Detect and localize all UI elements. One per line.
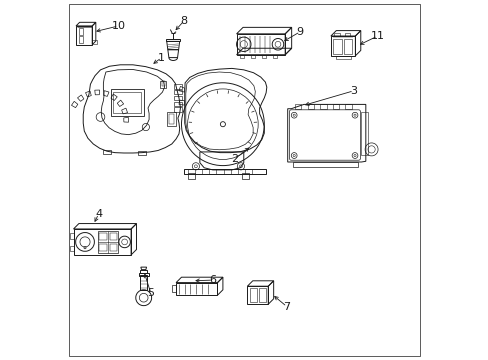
Text: 8: 8 — [180, 16, 187, 26]
Bar — [345, 33, 349, 36]
Text: 2: 2 — [230, 154, 238, 164]
Bar — [168, 114, 174, 124]
Bar — [343, 39, 352, 54]
Text: 3: 3 — [350, 86, 357, 96]
Bar — [70, 233, 73, 239]
Text: 1: 1 — [158, 53, 165, 63]
Bar — [250, 55, 255, 58]
Bar — [167, 112, 176, 126]
Bar — [70, 246, 73, 251]
Bar — [307, 104, 313, 109]
Bar — [103, 150, 111, 154]
Bar — [249, 288, 256, 302]
Text: 9: 9 — [296, 27, 303, 37]
Bar — [160, 81, 166, 88]
Bar — [99, 244, 106, 251]
Bar — [332, 104, 339, 109]
Text: 7: 7 — [283, 302, 290, 312]
Bar — [99, 233, 106, 240]
Bar — [92, 40, 96, 44]
Bar — [334, 33, 339, 36]
Bar — [336, 56, 350, 59]
Bar — [292, 162, 357, 167]
Bar — [174, 102, 181, 106]
Bar — [332, 39, 341, 54]
Text: 4: 4 — [95, 209, 102, 219]
Text: 5: 5 — [147, 288, 154, 298]
Bar — [258, 288, 265, 302]
Bar — [174, 107, 181, 112]
Bar — [109, 233, 117, 240]
Text: 6: 6 — [209, 275, 216, 285]
Bar — [113, 92, 141, 113]
Bar — [261, 55, 265, 58]
Bar — [174, 84, 181, 89]
Bar — [162, 81, 165, 86]
Bar — [272, 55, 276, 58]
Bar — [79, 36, 82, 43]
Bar — [294, 104, 301, 109]
Bar — [242, 173, 249, 179]
Bar — [187, 173, 194, 179]
Bar — [139, 273, 148, 276]
Bar — [345, 104, 351, 109]
Text: 11: 11 — [370, 31, 384, 41]
Bar — [98, 231, 118, 253]
Bar — [138, 151, 146, 155]
Bar — [174, 96, 181, 100]
Bar — [110, 89, 143, 116]
Bar — [361, 112, 367, 155]
Bar — [320, 104, 326, 109]
Bar — [183, 169, 265, 174]
Bar — [174, 90, 181, 94]
Bar — [240, 55, 244, 58]
Bar — [140, 270, 147, 273]
Bar — [79, 28, 82, 35]
Text: 10: 10 — [111, 21, 125, 31]
Bar — [140, 275, 147, 290]
Bar — [109, 244, 117, 251]
